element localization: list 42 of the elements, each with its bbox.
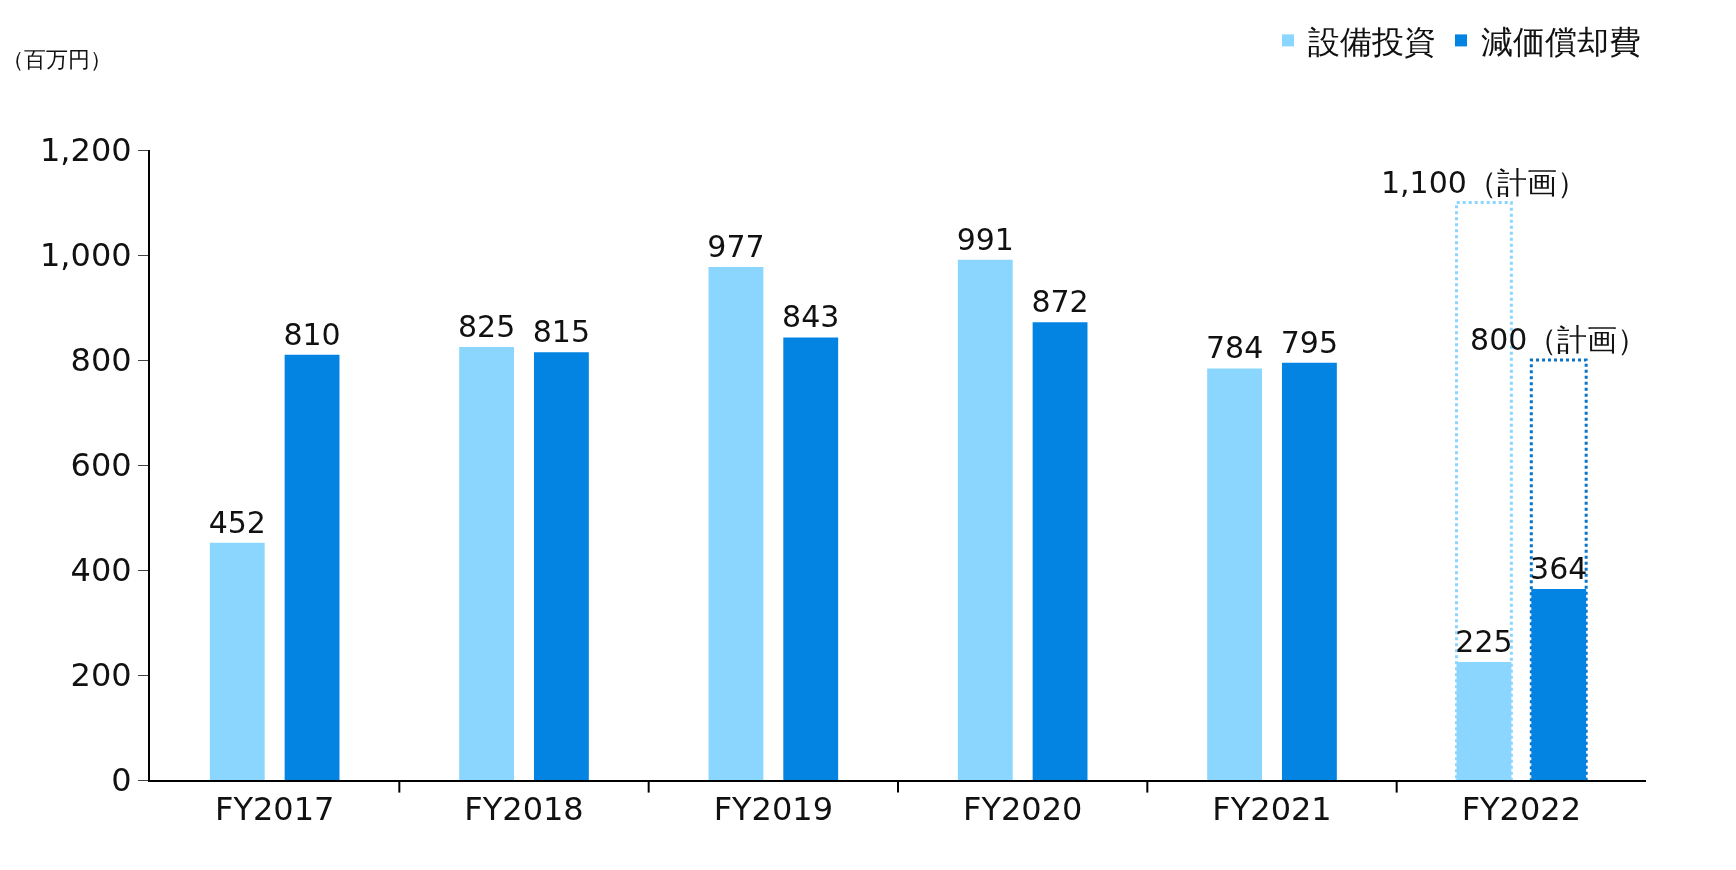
y-tick-label: 0 [111, 761, 132, 800]
bar [957, 259, 1013, 780]
legend-label: 設備投資 [1308, 22, 1436, 61]
y-tick-label: 1,200 [39, 131, 132, 170]
data-label: 991 [956, 221, 1014, 257]
data-label: 977 [707, 229, 765, 265]
y-axis-title: （百万円） [2, 47, 112, 72]
x-tick-label: FY2019 [713, 790, 834, 829]
data-label: 452 [208, 504, 266, 540]
bar [459, 346, 515, 780]
bar [1032, 322, 1088, 780]
bar [533, 352, 589, 780]
data-label: 825 [457, 308, 516, 344]
data-label: 795 [1280, 324, 1339, 360]
bar [1281, 362, 1337, 780]
y-tick-label: 1,000 [39, 236, 132, 275]
x-tick-label: FY2018 [464, 790, 584, 829]
bar [708, 267, 764, 780]
bar [783, 337, 839, 780]
data-label: 800（計画） [1470, 322, 1648, 357]
y-tick-label: 600 [70, 446, 132, 485]
y-tick-label: 800 [70, 341, 132, 380]
bar [284, 354, 340, 780]
x-tick-label: FY2022 [1461, 790, 1582, 829]
legend-label: 減価償却費 [1481, 22, 1641, 61]
bar [1529, 358, 1588, 780]
x-tick-label: FY2021 [1212, 790, 1332, 829]
bar [1531, 588, 1587, 780]
x-tick-label: FY2020 [962, 790, 1083, 829]
bar [1207, 368, 1263, 780]
data-label: 843 [782, 299, 840, 335]
y-tick-label: 200 [70, 656, 132, 695]
x-tick-label: FY2017 [214, 790, 335, 829]
data-label: 364 [1530, 550, 1588, 586]
data-label: 225 [1455, 623, 1513, 659]
data-label: 810 [283, 316, 341, 352]
y-tick-label: 400 [70, 551, 132, 590]
data-label: 1,100（計画） [1380, 164, 1587, 200]
data-label: 815 [532, 314, 591, 350]
bar [209, 542, 265, 780]
data-label: 872 [1031, 284, 1089, 320]
data-label: 784 [1205, 330, 1264, 366]
